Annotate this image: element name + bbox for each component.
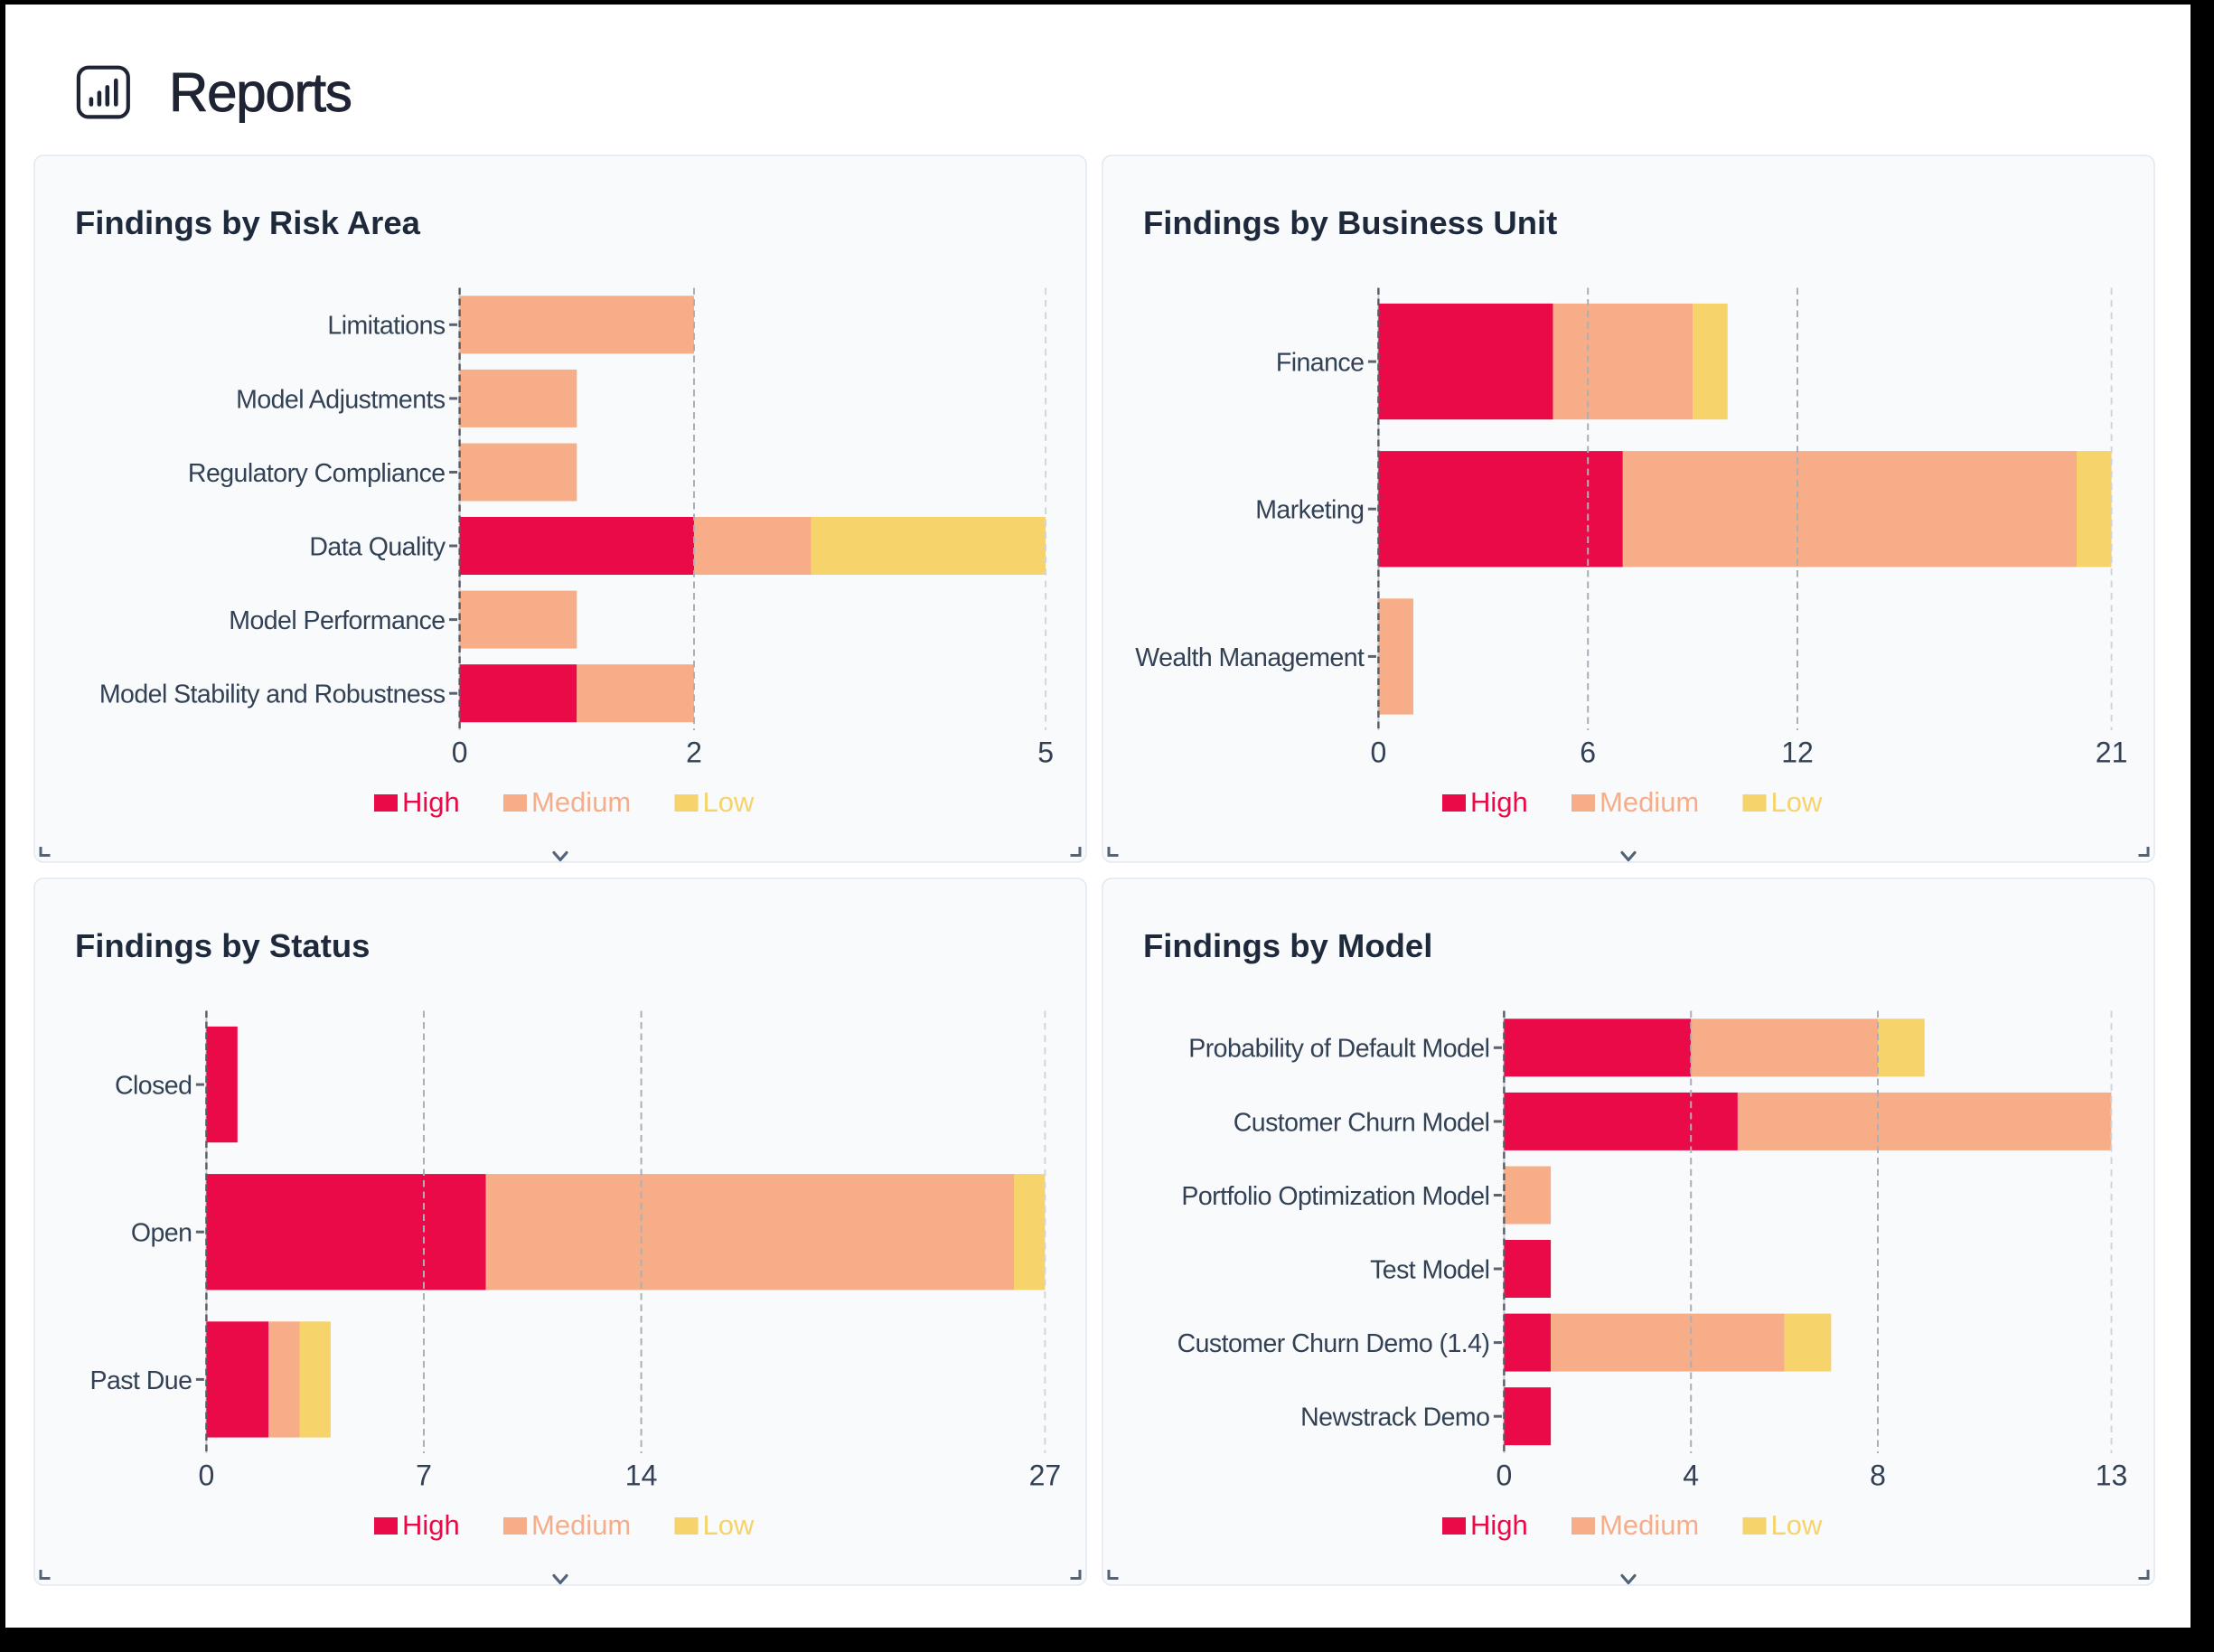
svg-text:Low: Low [703,1509,755,1541]
svg-text:5: 5 [1037,737,1054,769]
svg-text:Customer Churn Demo (1.4): Customer Churn Demo (1.4) [1177,1329,1490,1358]
svg-text:Test Model: Test Model [1370,1255,1489,1284]
svg-text:Portfolio Optimization Model: Portfolio Optimization Model [1181,1182,1489,1211]
svg-text:14: 14 [625,1460,658,1492]
svg-text:Customer Churn Model: Customer Churn Model [1234,1108,1490,1137]
svg-text:Model Performance: Model Performance [229,606,445,635]
svg-text:High: High [1470,786,1528,818]
svg-text:0: 0 [199,1460,215,1492]
svg-text:Past Due: Past Due [90,1366,192,1395]
svg-text:Findings by Status: Findings by Status [75,927,371,964]
svg-text:Medium: Medium [531,786,631,818]
svg-text:Low: Low [703,786,755,818]
svg-text:Findings by Risk Area: Findings by Risk Area [75,204,421,241]
svg-text:8: 8 [1870,1460,1886,1492]
svg-text:Medium: Medium [531,1509,631,1541]
svg-text:27: 27 [1029,1460,1062,1492]
svg-text:Low: Low [1771,1509,1823,1541]
svg-text:0: 0 [1371,737,1387,769]
svg-text:High: High [1470,1509,1528,1541]
svg-text:Regulatory Compliance: Regulatory Compliance [188,459,446,488]
svg-text:Medium: Medium [1600,786,1699,818]
svg-text:Model Adjustments: Model Adjustments [236,385,446,414]
svg-text:Closed: Closed [115,1072,192,1101]
svg-text:2: 2 [686,737,702,769]
svg-text:Model Stability and Robustness: Model Stability and Robustness [99,681,446,709]
svg-text:Findings by Business Unit: Findings by Business Unit [1143,204,1557,241]
svg-text:Wealth Management: Wealth Management [1135,643,1365,672]
svg-text:Open: Open [131,1219,192,1248]
svg-text:High: High [402,1509,460,1541]
svg-text:4: 4 [1683,1460,1699,1492]
svg-text:13: 13 [2096,1460,2128,1492]
svg-text:0: 0 [1496,1460,1513,1492]
svg-text:Findings by Model: Findings by Model [1143,927,1432,964]
svg-text:Low: Low [1771,786,1823,818]
svg-text:21: 21 [2096,737,2128,769]
svg-text:Limitations: Limitations [327,312,445,341]
svg-text:7: 7 [416,1460,432,1492]
svg-text:6: 6 [1580,737,1596,769]
svg-text:Finance: Finance [1276,349,1365,378]
svg-text:Probability of Default Model: Probability of Default Model [1188,1035,1489,1064]
svg-text:High: High [402,786,460,818]
svg-text:Reports: Reports [169,62,352,123]
svg-text:Newstrack Demo: Newstrack Demo [1300,1403,1489,1432]
svg-text:Medium: Medium [1600,1509,1699,1541]
svg-text:Data Quality: Data Quality [309,532,446,561]
svg-text:Marketing: Marketing [1255,496,1364,525]
svg-text:12: 12 [1781,737,1814,769]
svg-text:0: 0 [452,737,468,769]
